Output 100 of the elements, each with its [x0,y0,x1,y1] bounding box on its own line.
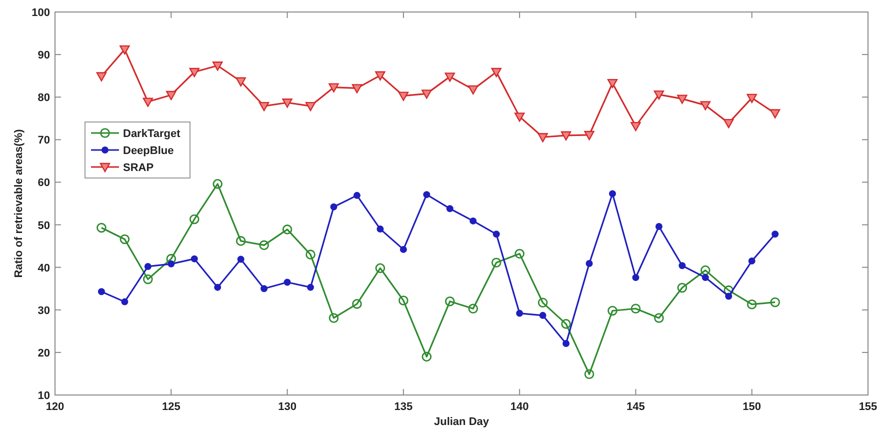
point [607,78,618,88]
point [120,234,130,244]
point [561,319,571,329]
y-tick-label: 70 [38,134,50,147]
point [237,256,244,263]
y-tick-label: 90 [38,50,50,62]
point [98,288,105,296]
point [514,112,525,122]
point [746,94,757,104]
point [677,282,688,293]
point [584,369,594,380]
legend-label: SRAP [123,162,154,174]
point [562,340,570,348]
point [470,217,477,224]
point [352,299,362,309]
point [702,274,709,282]
point [632,274,640,282]
point [120,45,130,55]
point [212,62,223,71]
point [538,133,548,142]
point [352,84,362,94]
y-axis-title: Ratio of retrievable areas(%) [13,128,25,278]
point [214,284,222,291]
point [259,240,269,250]
x-tick-label: 135 [394,401,413,413]
point [444,72,455,82]
point [630,122,641,132]
y-tick-label: 40 [38,262,50,274]
point [655,222,662,230]
y-tick-label: 100 [32,7,50,19]
legend-label: DeepBlue [123,145,174,157]
point [306,250,316,260]
point [491,68,502,78]
point [398,92,409,101]
x-tick-label: 130 [278,401,296,413]
point [189,214,200,224]
point [166,254,176,264]
point [422,352,432,362]
point [724,285,734,296]
point [400,246,407,253]
point [189,68,200,78]
point [584,130,594,140]
point [748,257,756,264]
x-tick-label: 155 [858,401,878,413]
point [398,296,408,306]
point [746,299,757,310]
point [678,262,686,270]
point [305,102,316,112]
point [491,258,502,268]
point [586,260,593,268]
point [446,205,454,212]
point [190,255,198,262]
point [516,310,524,317]
point [282,98,292,108]
y-tick-label: 50 [38,220,50,232]
point [144,262,152,270]
y-tick-label: 30 [38,304,50,317]
y-tick-label: 80 [38,92,50,104]
point [468,304,478,314]
point [538,298,548,308]
point [96,222,106,233]
point [307,284,314,291]
x-tick-label: 150 [742,401,762,413]
y-tick-label: 20 [38,347,50,360]
point [770,109,780,118]
point [492,230,500,238]
point [376,226,384,233]
point [654,90,664,100]
point [772,230,779,238]
point [212,179,222,189]
point [284,278,291,286]
point [121,298,128,306]
point [539,312,546,319]
point [423,191,430,198]
point [608,306,618,316]
y-tick-label: 10 [38,390,50,402]
x-tick-label: 120 [46,401,64,413]
y-tick-label: 60 [38,177,50,190]
point [468,85,478,95]
x-tick-label: 145 [626,401,645,413]
point [700,101,710,110]
point [258,102,270,112]
point [260,285,268,292]
legend-label: DarkTarget [123,128,181,140]
point [560,131,572,141]
point [375,263,386,274]
point [375,71,386,81]
point [700,265,710,276]
point [142,98,154,107]
point [236,77,246,86]
point [282,224,292,234]
point [328,83,339,92]
point [330,203,338,210]
point [143,274,153,284]
x-axis-title: Julian Day [434,416,490,428]
point [654,313,664,323]
x-tick-label: 125 [162,401,180,413]
x-tick-label: 140 [510,401,529,413]
point [444,296,455,306]
point [328,313,339,323]
